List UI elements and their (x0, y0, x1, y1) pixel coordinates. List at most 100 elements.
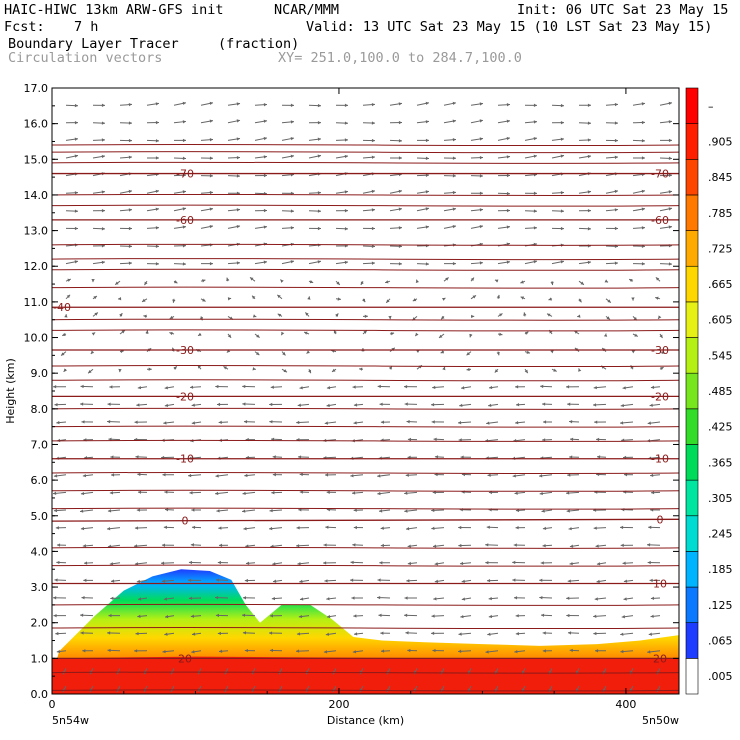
vector-arrowhead (155, 189, 159, 194)
vector-arrowhead (236, 119, 240, 123)
vector-arrowhead (362, 298, 366, 303)
y-tick-label: 15.0 (24, 153, 49, 166)
vector-arrowhead (101, 103, 105, 107)
vector-arrowhead (62, 332, 66, 336)
vector-arrowhead (91, 332, 96, 336)
vector-arrowhead (317, 191, 321, 195)
vector-arrowhead (459, 403, 463, 408)
vector-arrowhead (647, 421, 651, 425)
vector-arrowhead (161, 561, 165, 565)
vector-arrowhead (533, 154, 537, 158)
vector-arrowhead (128, 244, 132, 248)
vector-arrowhead (317, 226, 321, 231)
vector-arrowhead (190, 543, 194, 547)
vector-arrowhead (101, 190, 105, 194)
isotherm-contour (52, 329, 679, 332)
vector-arrowhead (271, 596, 276, 601)
contour-label: -40 (53, 301, 71, 314)
vector-arrowhead (459, 561, 464, 566)
contour-label: -70 (651, 168, 669, 181)
isotherm-contour (52, 489, 679, 492)
vector-arrowhead (201, 279, 206, 283)
vector-arrowhead (272, 562, 276, 566)
vector-arrowhead (533, 260, 537, 264)
vector-arrowhead (378, 509, 383, 513)
vector-arrowhead (135, 455, 139, 459)
isotherm-contour (52, 626, 679, 630)
vector-arrowhead (515, 421, 519, 425)
vector-arrowhead (542, 649, 546, 653)
vector-arrowhead (641, 139, 645, 143)
vector-arrowhead (263, 155, 267, 159)
vector-arrowhead (155, 102, 159, 106)
vector-arrowhead (101, 121, 105, 125)
vector-arrowhead (568, 526, 572, 531)
vector-arrowhead (164, 614, 169, 619)
vector-arrowhead (425, 262, 429, 266)
vector-arrowhead (227, 297, 232, 301)
vector-arrowhead (209, 101, 213, 106)
vector-arrowhead (269, 526, 273, 531)
vector-arrowhead (560, 191, 564, 195)
vector-arrowhead (587, 103, 591, 107)
vector-arrowhead (404, 491, 408, 495)
vector-arrowhead (566, 509, 570, 513)
vector-arrowhead (574, 330, 578, 334)
vector-arrowhead (202, 298, 206, 302)
vector-arrowhead (371, 244, 375, 249)
isotherm-contour (52, 689, 679, 692)
vector-arrowhead (215, 613, 220, 618)
isotherm-contour (52, 143, 679, 147)
vector-arrowhead (188, 473, 192, 478)
vector-arrowhead (433, 437, 437, 441)
vector-arrowhead (479, 261, 483, 265)
vector-arrowhead (655, 277, 660, 281)
vector-arrowhead (119, 313, 123, 317)
vector-arrowhead (344, 154, 348, 159)
vector-arrowhead (431, 420, 435, 424)
vector-arrowhead (499, 332, 503, 336)
vector-arrowhead (263, 208, 267, 213)
y-tick-label: 11.0 (24, 296, 49, 309)
vector-arrowhead (188, 560, 193, 565)
vector-arrowhead (405, 473, 409, 477)
vector-arrowhead (182, 190, 186, 194)
vector-arrowhead (434, 455, 439, 459)
vector-arrowhead (215, 384, 219, 389)
vector-arrowhead (53, 613, 57, 618)
y-tick-label: 7.0 (31, 438, 49, 451)
vector-arrowhead (296, 420, 300, 425)
vector-arrowhead (148, 367, 152, 371)
vector-arrowhead (118, 368, 122, 373)
vector-arrowhead (270, 385, 274, 389)
vector-arrowhead (452, 174, 456, 178)
vector-arrowhead (353, 403, 358, 407)
colorbar-swatch (685, 301, 699, 338)
contour-label: -30 (651, 344, 669, 357)
vector-arrowhead (486, 421, 490, 425)
vector-arrowhead (209, 119, 213, 123)
vector-arrowhead (486, 525, 490, 529)
vector-arrowhead (472, 295, 476, 299)
vector-arrowhead (91, 278, 95, 283)
vector-arrowhead (515, 403, 520, 407)
vector-arrowhead (335, 313, 339, 317)
vector-arrowhead (325, 525, 329, 529)
vector-arrowhead (109, 491, 114, 495)
vector-arrowhead (173, 280, 178, 284)
vector-arrowhead (191, 525, 196, 530)
vector-arrowhead (299, 472, 303, 477)
vector-arrowhead (560, 209, 564, 213)
vector-arrowhead (668, 207, 672, 211)
vector-arrowhead (227, 334, 232, 338)
vector-arrowhead (567, 473, 571, 477)
vector-arrowhead (325, 632, 330, 636)
vector-arrowhead (515, 614, 519, 618)
vector-arrowhead (353, 614, 357, 618)
vector-arrowhead (236, 155, 240, 160)
colorbar-label: .785 (708, 207, 733, 220)
vector-arrowhead (244, 473, 248, 478)
vector-arrowhead (299, 490, 303, 494)
vector-arrowhead (55, 631, 59, 636)
vector-arrowhead (560, 226, 564, 231)
